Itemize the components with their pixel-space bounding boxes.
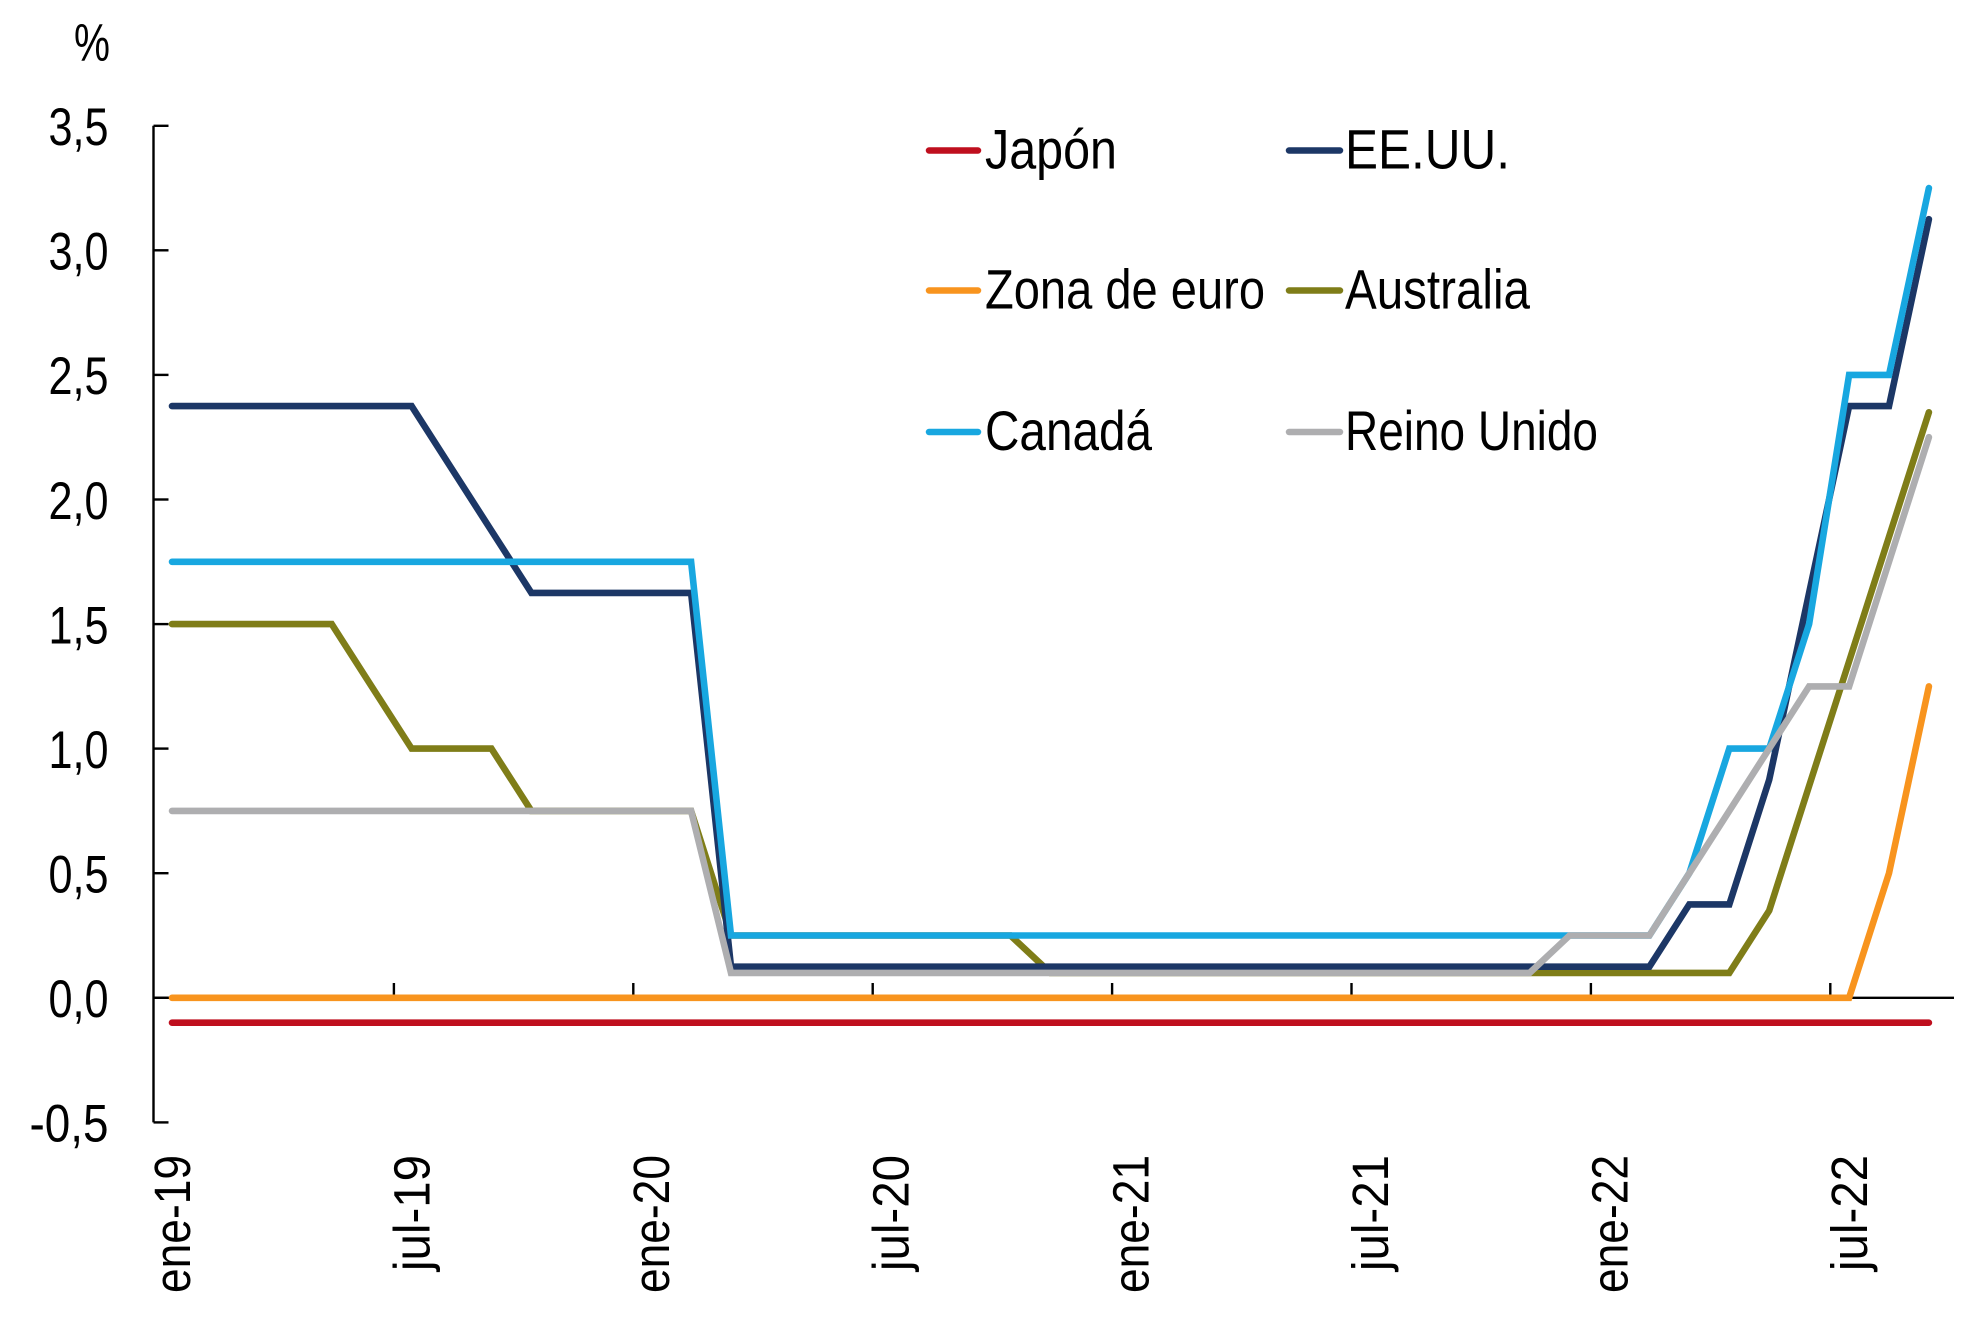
svg-text:jul-20: jul-20 — [863, 1155, 920, 1273]
svg-text:-0,5: -0,5 — [30, 1095, 109, 1154]
svg-text:Zona de euro: Zona de euro — [985, 258, 1265, 321]
svg-text:1,0: 1,0 — [49, 721, 109, 780]
svg-text:Japón: Japón — [985, 118, 1117, 181]
svg-text:EE.UU.: EE.UU. — [1345, 118, 1510, 181]
svg-text:ene-19: ene-19 — [144, 1155, 201, 1293]
svg-text:0,5: 0,5 — [49, 846, 109, 905]
svg-text:2,0: 2,0 — [49, 472, 109, 531]
svg-text:jul-21: jul-21 — [1342, 1155, 1399, 1273]
svg-text:ene-21: ene-21 — [1102, 1155, 1159, 1293]
svg-text:2,5: 2,5 — [49, 347, 109, 406]
svg-text:1,5: 1,5 — [49, 596, 109, 655]
svg-text:Australia: Australia — [1345, 258, 1531, 321]
svg-text:ene-22: ene-22 — [1582, 1155, 1639, 1293]
svg-text:jul-22: jul-22 — [1821, 1155, 1878, 1273]
svg-text:Reino Unido: Reino Unido — [1345, 399, 1598, 462]
svg-text:jul-19: jul-19 — [384, 1155, 441, 1273]
svg-text:%: % — [74, 13, 110, 72]
svg-text:0,0: 0,0 — [49, 970, 109, 1029]
svg-text:3,0: 3,0 — [49, 223, 109, 282]
svg-text:ene-20: ene-20 — [623, 1155, 680, 1293]
svg-text:3,5: 3,5 — [49, 98, 109, 157]
svg-text:Canadá: Canadá — [985, 399, 1153, 462]
